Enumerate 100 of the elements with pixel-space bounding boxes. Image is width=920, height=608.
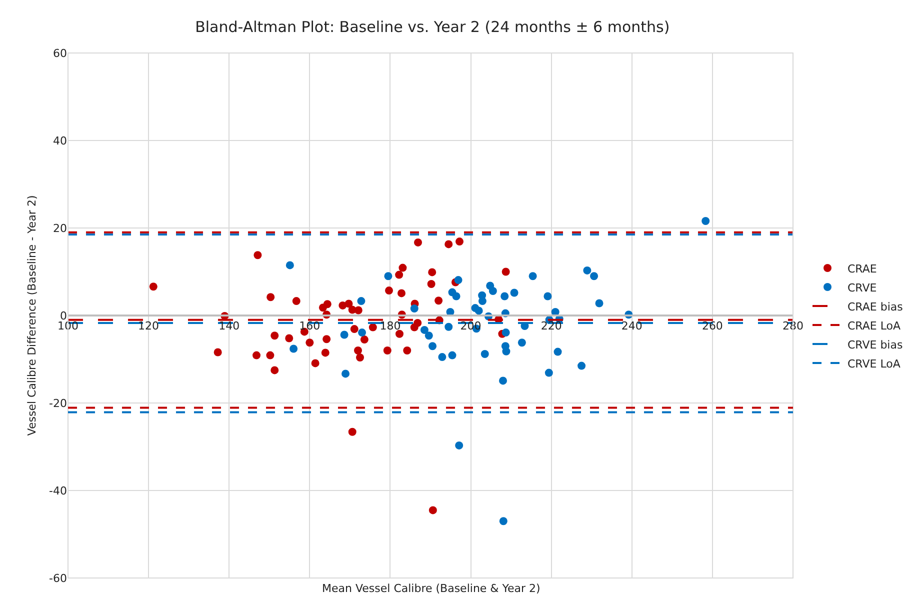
point [290, 344, 298, 353]
point [528, 272, 537, 280]
point [385, 286, 394, 295]
x-tick-label: 140 [218, 320, 240, 333]
y-tick-label: -40 [49, 484, 67, 498]
legend-label: CRAE [848, 262, 877, 276]
point [398, 264, 407, 272]
point [357, 297, 366, 306]
point [321, 348, 330, 357]
point [554, 348, 562, 356]
point [270, 332, 279, 340]
point [502, 328, 510, 337]
point [344, 300, 353, 308]
x-tick-label: 120 [138, 320, 160, 333]
point [354, 346, 362, 354]
point [420, 326, 428, 334]
legend-label: CRAE bias [848, 300, 904, 314]
point [444, 240, 453, 248]
point [502, 347, 510, 356]
y-tick-label: -60 [49, 572, 67, 585]
x-tick-label: 240 [621, 320, 642, 333]
point [424, 332, 433, 340]
point [480, 350, 489, 358]
point [578, 362, 586, 370]
point [702, 217, 710, 225]
point [544, 368, 553, 377]
point [252, 351, 260, 360]
point [395, 270, 404, 279]
point [311, 359, 320, 368]
point [444, 322, 453, 331]
point [254, 251, 262, 260]
x-tick-label: 260 [702, 320, 723, 333]
point [322, 335, 331, 344]
point [368, 323, 377, 332]
point [214, 348, 222, 356]
point [358, 328, 366, 337]
point [270, 366, 279, 374]
point [398, 289, 406, 298]
x-tick-label: 100 [58, 320, 78, 333]
point [340, 330, 348, 339]
x-tick-label: 220 [540, 320, 562, 333]
point [544, 292, 552, 300]
y-axis-title: Vessel Calibre Difference (Baseline - Year 2) [26, 195, 39, 436]
point [395, 330, 404, 338]
point [434, 296, 443, 305]
x-tick-label: 160 [299, 320, 320, 333]
point [410, 323, 418, 332]
point [428, 268, 436, 276]
point [590, 272, 598, 280]
point [427, 280, 436, 288]
point [403, 346, 412, 354]
point [583, 266, 592, 274]
point [266, 351, 274, 360]
point [595, 299, 604, 308]
point [285, 334, 294, 342]
point [384, 272, 392, 280]
y-tick-label: -20 [49, 396, 67, 410]
point [286, 261, 294, 270]
point [410, 304, 418, 312]
point [266, 293, 275, 302]
point [500, 292, 509, 300]
point [348, 428, 356, 436]
point [356, 354, 364, 362]
legend-label: CRVE [848, 281, 877, 294]
point [428, 506, 437, 514]
y-tick-label: 40 [53, 134, 67, 148]
point [428, 342, 437, 350]
point [323, 300, 332, 308]
point [499, 517, 508, 526]
point [350, 325, 358, 334]
point [360, 336, 368, 344]
point [474, 306, 483, 315]
point [438, 353, 446, 362]
legend-label: CRAE LoA [848, 319, 902, 332]
point [478, 297, 486, 306]
point [149, 282, 158, 291]
point [488, 287, 497, 295]
point [448, 351, 456, 360]
point [456, 238, 464, 246]
point [342, 370, 350, 378]
point [455, 441, 464, 450]
point [502, 268, 510, 276]
point [414, 238, 422, 246]
point [454, 276, 462, 284]
x-tick-label: 180 [380, 320, 401, 333]
x-axis-title: Mean Vessel Calibre (Baseline & Year 2) [322, 582, 540, 595]
legend-label: CRVE LoA [848, 357, 901, 370]
y-tick-label: 0 [60, 309, 67, 322]
y-tick-label: 60 [53, 46, 67, 60]
point [510, 288, 518, 297]
legend-label: CRVE bias [848, 338, 903, 352]
point [499, 376, 507, 385]
point [354, 306, 362, 314]
point [518, 338, 526, 347]
point [383, 346, 392, 354]
point [292, 297, 300, 306]
point [452, 292, 460, 300]
y-tick-label: 20 [53, 222, 67, 235]
point [306, 338, 314, 347]
chart-title: Bland-Altman Plot: Baseline vs. Year 2 (24 months ± 6 months) [195, 18, 670, 36]
